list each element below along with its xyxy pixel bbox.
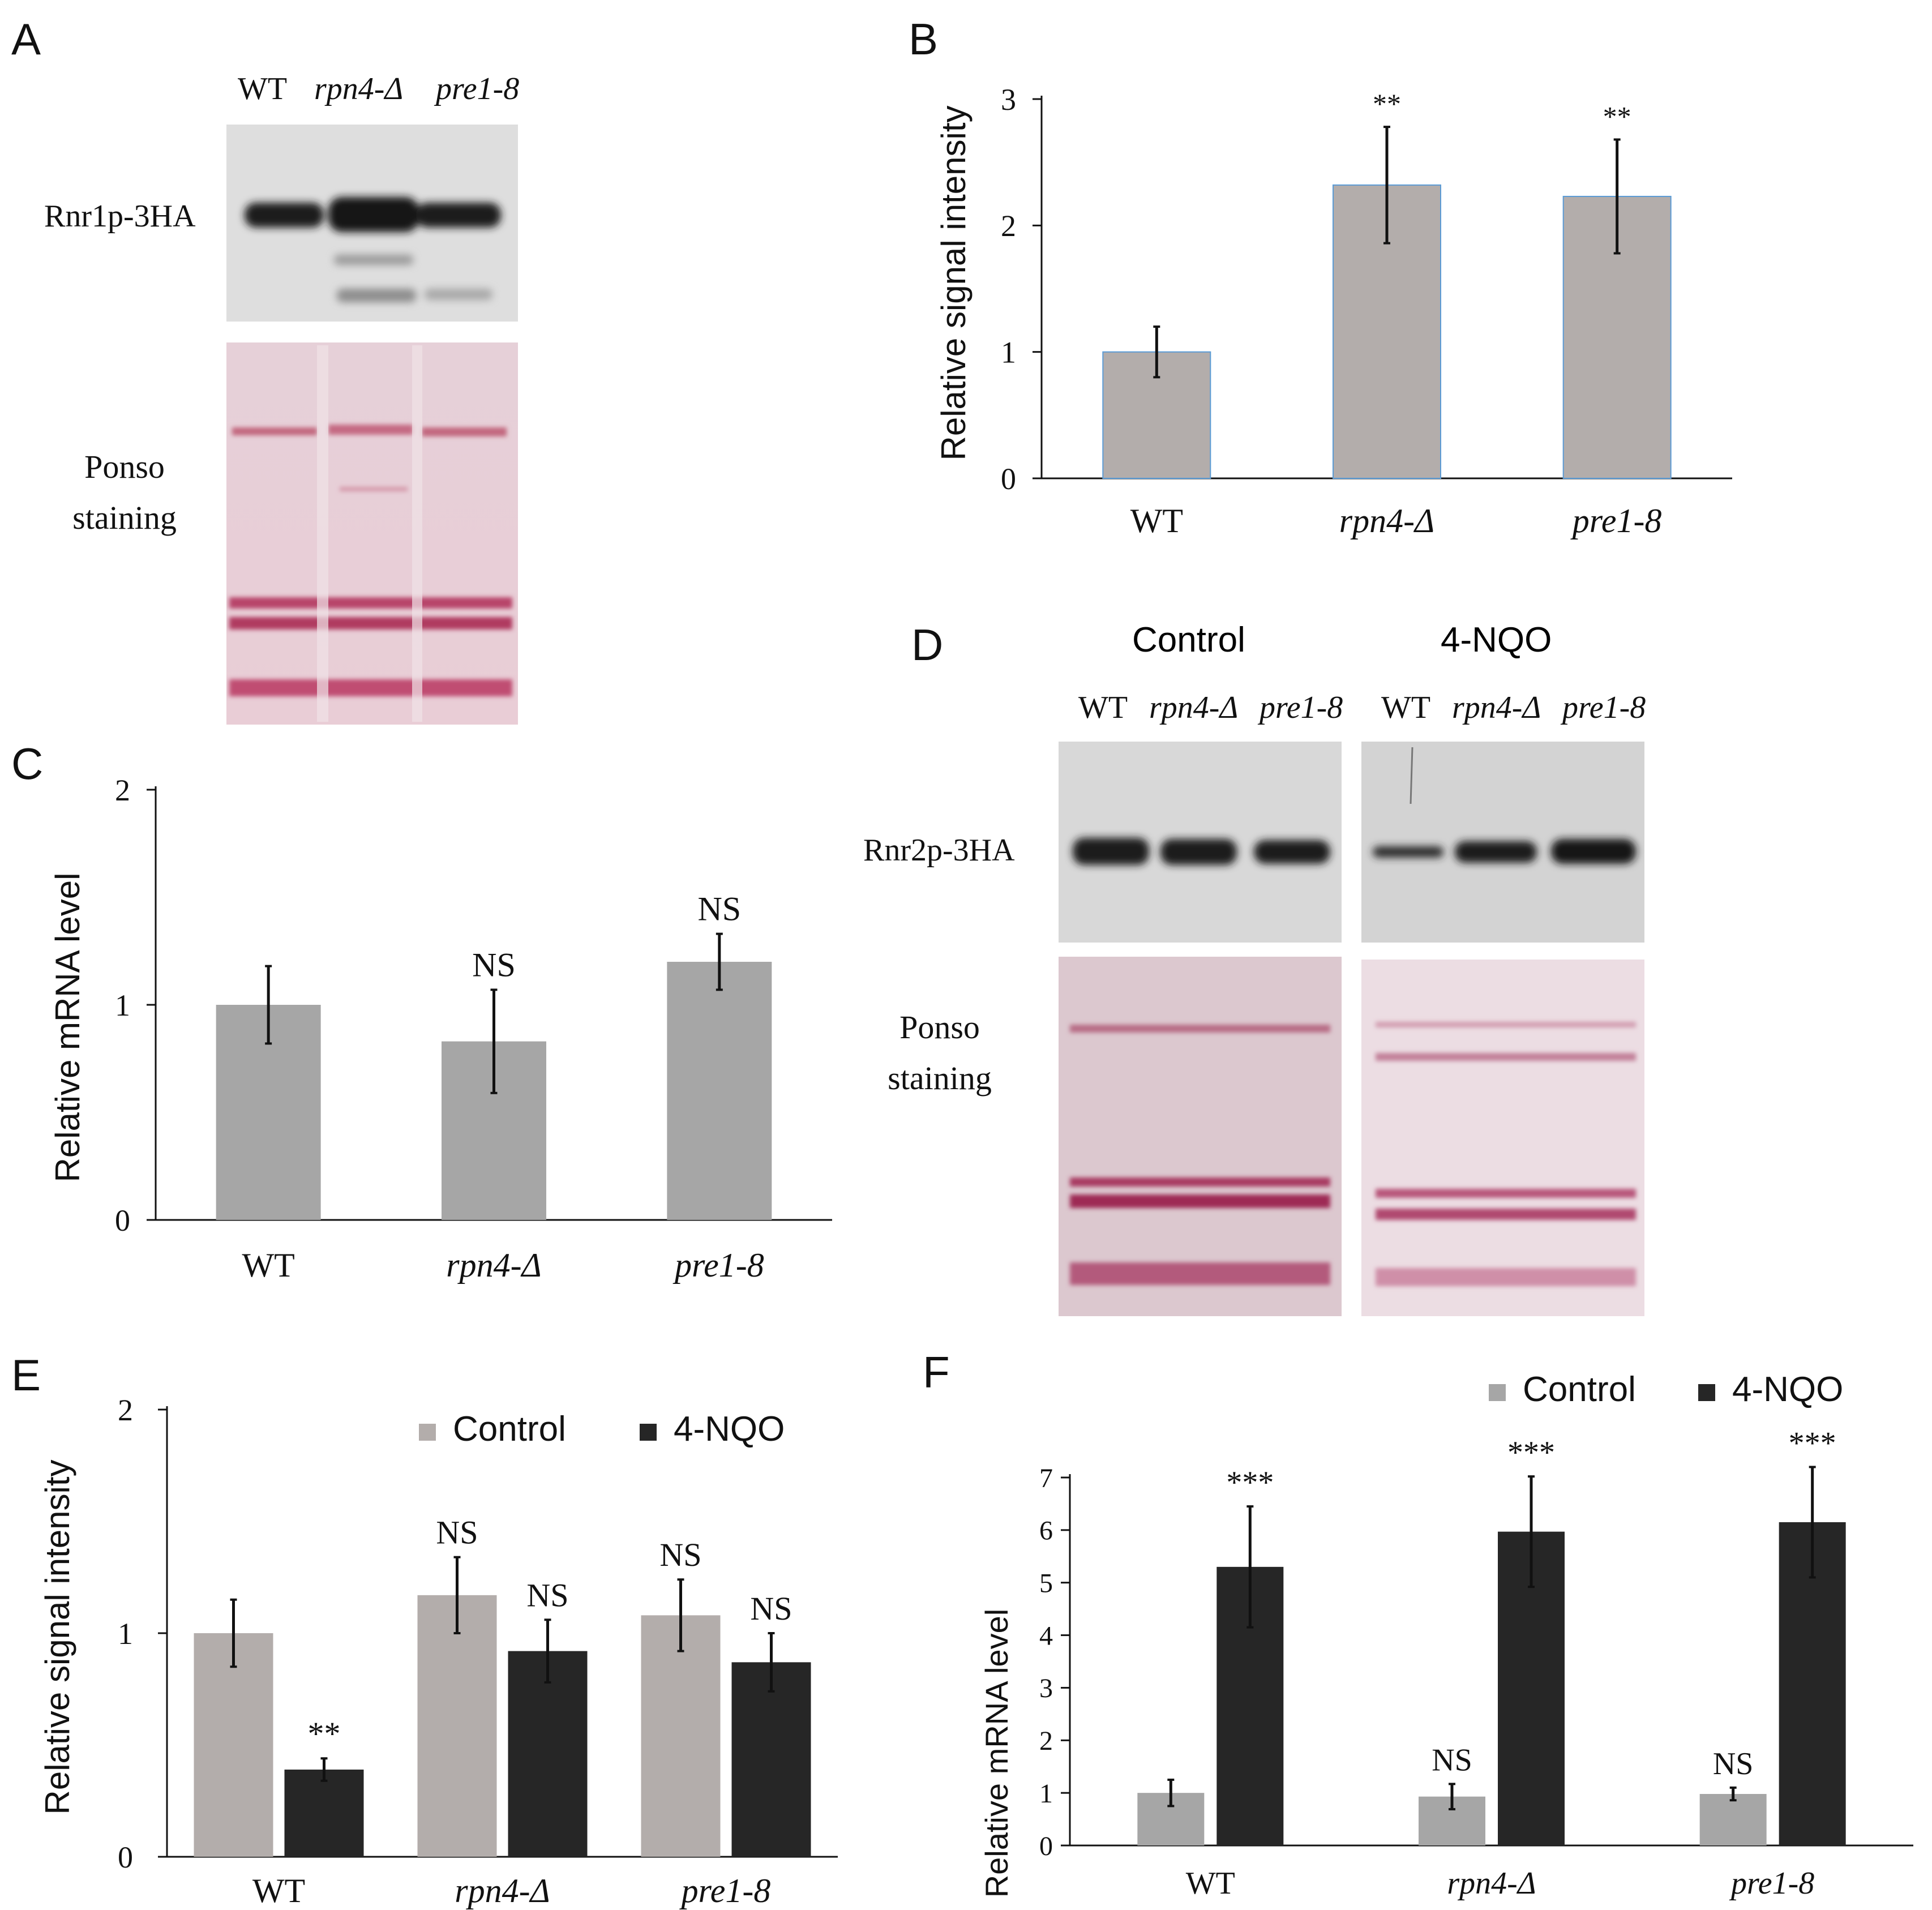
stain-label-d-line1: Ponso: [899, 1009, 980, 1046]
x-tick-label-rpn4: rpn4-Δ: [1447, 1866, 1536, 1901]
bar-pre1-8-4-nqo: [731, 1662, 811, 1857]
x-tick-label-wt: WT: [242, 1247, 295, 1284]
x-tick-label-wt: WT: [252, 1872, 305, 1909]
x-tick-label-pre1-8: pre1-8: [672, 1247, 764, 1284]
y-tick-label: 1: [115, 988, 130, 1022]
y-tick-label: 1: [118, 1617, 133, 1651]
x-tick-label-pre1-8: pre1-8: [679, 1872, 771, 1909]
significance-label: NS: [1432, 1742, 1472, 1778]
blot-image-a: [226, 125, 518, 725]
band-label-rnr2: Rnr2p-3HA: [863, 833, 1015, 868]
lane-label-rpn4: rpn4-Δ: [314, 71, 404, 106]
legend-label-4-nqo: 4-NQO: [1732, 1370, 1843, 1409]
y-axis-label: Relative mRNA level: [979, 1609, 1014, 1898]
y-tick-label: 2: [1039, 1726, 1053, 1756]
x-tick-label-pre1-8: pre1-8: [1729, 1866, 1814, 1901]
y-tick-label: 2: [1001, 209, 1016, 243]
stain-label-a: Ponso staining: [54, 442, 195, 543]
legend-label-control: Control: [1523, 1370, 1636, 1409]
panel-letter-b: B: [909, 14, 939, 64]
y-tick-label: 2: [118, 1393, 133, 1427]
significance-label: ***: [1507, 1435, 1555, 1470]
chart-e: Relative signal intensity 0 1 2 ** WT NS NS rpn…: [38, 1393, 838, 1909]
band-label-rnr1: Rnr1p-3HA: [44, 199, 196, 234]
legend-swatch-control: [1489, 1384, 1506, 1401]
panel-letter-e: E: [11, 1350, 41, 1400]
bar-rpn4-4-nqo: [508, 1651, 588, 1857]
x-tick-label-rpn4: rpn4-Δ: [455, 1872, 550, 1909]
bar-pre1-8-control: [641, 1615, 721, 1857]
lane-label-wt: WT: [238, 71, 288, 106]
lane-label-d-pre1-control: pre1-8: [1260, 690, 1343, 725]
panel-letter-a: A: [11, 14, 41, 64]
y-axis-label: Relative signal intensity: [38, 1460, 76, 1815]
stain-label-a-line1: Ponso: [84, 448, 165, 485]
significance-label: **: [1603, 100, 1631, 132]
y-tick-label: 5: [1039, 1569, 1053, 1599]
bar-wt-4-nqo: [284, 1769, 364, 1857]
significance-label: NS: [1713, 1746, 1754, 1781]
x-tick-label-rpn4: rpn4-Δ: [446, 1247, 542, 1284]
y-axis-label: Relative mRNA level: [49, 873, 87, 1183]
legend-swatch-4-nqo: [1698, 1384, 1715, 1401]
x-tick-label-pre1-8: pre1-8: [1570, 502, 1662, 539]
y-tick-label: 0: [1039, 1831, 1053, 1861]
y-tick-label: 7: [1039, 1463, 1053, 1493]
blot-image-d: [1059, 742, 1644, 1316]
significance-label: NS: [472, 946, 516, 983]
y-tick-label: 0: [1001, 462, 1016, 496]
significance-label: NS: [750, 1590, 792, 1627]
significance-label: **: [1373, 88, 1401, 119]
legend-swatch-4-nqo: [640, 1424, 657, 1441]
y-tick-label: 0: [118, 1840, 133, 1874]
panel-letter-f: F: [923, 1347, 950, 1397]
chart-f: Relative mRNA level 0 1 2 3 4 5 6 7 *** WT NS *** rp…: [979, 1370, 1913, 1901]
y-axis-label: Relative signal intensity: [935, 106, 973, 461]
stain-label-d: Ponso staining: [869, 1002, 1010, 1104]
significance-label: NS: [697, 890, 741, 928]
x-tick-label-wt: WT: [1130, 502, 1183, 539]
y-tick-label: 4: [1039, 1621, 1053, 1651]
x-tick-label-rpn4: rpn4-Δ: [1339, 502, 1435, 539]
y-tick-label: 3: [1039, 1673, 1053, 1703]
y-tick-label: 0: [115, 1204, 130, 1237]
panel-letter-c: C: [11, 739, 44, 789]
significance-label: NS: [436, 1514, 478, 1551]
significance-label: NS: [526, 1577, 568, 1613]
y-tick-label: 1: [1001, 336, 1016, 370]
lane-label-d-wt-4nqo: WT: [1381, 690, 1431, 725]
bar-rpn4-control: [417, 1595, 497, 1857]
y-tick-label: 6: [1039, 1516, 1053, 1546]
significance-label: ***: [1789, 1425, 1836, 1461]
significance-label: NS: [659, 1536, 701, 1573]
lane-label-d-pre1-4nqo: pre1-8: [1562, 690, 1646, 725]
lane-label-d-wt-control: WT: [1078, 690, 1128, 725]
y-tick-label: 2: [115, 773, 130, 807]
y-tick-label: 1: [1039, 1779, 1053, 1809]
x-tick-label-wt: WT: [1186, 1866, 1235, 1901]
legend-label-control: Control: [453, 1410, 566, 1449]
legend-swatch-control: [419, 1424, 436, 1441]
lane-label-d-rpn4-4nqo: rpn4-Δ: [1452, 690, 1541, 725]
lane-label-d-rpn4-control: rpn4-Δ: [1149, 690, 1239, 725]
group-label-control: Control: [1132, 620, 1245, 659]
bar-wt-control: [194, 1633, 273, 1857]
bar-pre1-8-control: [1699, 1794, 1767, 1845]
chart-c: Relative mRNA level 0 1 2 WT NS rpn4-Δ NS pre1-…: [49, 773, 832, 1284]
stain-label-a-line2: staining: [72, 499, 177, 536]
chart-b: Relative signal intensity 0 1 2 3 WT ** rpn4-Δ…: [935, 83, 1732, 539]
significance-label: **: [308, 1715, 341, 1752]
y-tick-label: 3: [1001, 83, 1016, 117]
legend-label-4-nqo: 4-NQO: [674, 1410, 785, 1449]
bar-pre1-8-value: [667, 962, 772, 1220]
stain-label-d-line2: staining: [888, 1059, 992, 1097]
significance-label: ***: [1226, 1465, 1274, 1500]
group-label-4nqo: 4-NQO: [1441, 620, 1552, 659]
panel-letter-d: D: [911, 620, 944, 670]
lane-label-pre1: pre1-8: [436, 71, 520, 106]
